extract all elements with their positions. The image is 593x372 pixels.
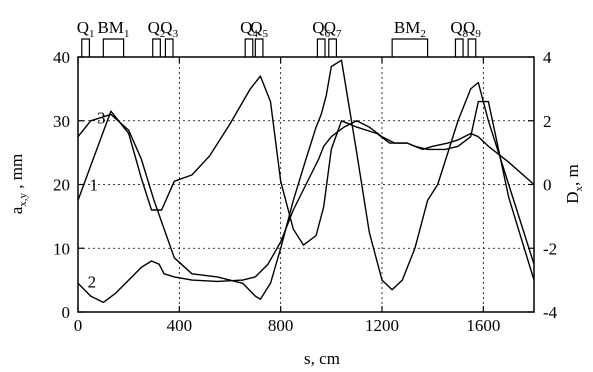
y-left-tick-label: 0 (62, 303, 71, 322)
element-block-bm2 (391, 38, 429, 57)
element-label-bm2: BM2 (394, 18, 426, 40)
element-label-q5: Q5 (250, 18, 268, 40)
y-right-tick-label: 0 (543, 176, 552, 195)
element-block-q5 (254, 38, 264, 57)
y-left-tick-label: 30 (53, 112, 70, 131)
element-block-q4 (244, 38, 254, 57)
x-tick-label: 400 (167, 316, 193, 335)
y-left-tick-label: 10 (53, 239, 70, 258)
x-tick-label: 0 (74, 316, 83, 335)
y-right-tick-label: 4 (543, 48, 552, 67)
element-block-bm1 (102, 38, 125, 57)
x-tick-label: 800 (268, 316, 294, 335)
element-block-q2 (152, 38, 161, 57)
element-block-q3 (164, 38, 174, 57)
element-block-q9 (467, 38, 477, 57)
labels: s, cm ax,y , mm Dx, m 1 2 3 (7, 109, 585, 368)
y-left-tick-label: 20 (53, 176, 70, 195)
element-block-q6 (316, 38, 326, 57)
y-right-tick-label: 2 (543, 112, 552, 131)
x-tick-label: 1200 (365, 316, 399, 335)
y-left-axis-label: ax,y , mm (7, 154, 29, 215)
element-label-bm1: BM1 (97, 18, 129, 40)
series (77, 59, 535, 304)
element-block-q8 (454, 38, 464, 57)
y-right-tick-label: -4 (543, 303, 558, 322)
curve-label-3: 3 (97, 109, 106, 128)
y-right-axis-label: Dx, m (563, 164, 585, 204)
series-line-3 (77, 59, 535, 300)
element-block-q7 (328, 38, 337, 57)
element-label-q1: Q1 (77, 18, 95, 40)
element-label-q9: Q9 (463, 18, 481, 40)
element-label-q7: Q7 (324, 18, 342, 40)
x-tick-label: 1600 (466, 316, 500, 335)
element-block-q1 (81, 38, 90, 57)
y-right-tick-label: -2 (543, 239, 557, 258)
curve-label-2: 2 (88, 272, 97, 291)
series-line-2 (77, 100, 535, 304)
x-axis-label: s, cm (304, 349, 340, 367)
y-left-tick-label: 40 (53, 48, 70, 67)
curve-label-1: 1 (89, 176, 98, 195)
element-label-q3: Q3 (160, 18, 178, 40)
